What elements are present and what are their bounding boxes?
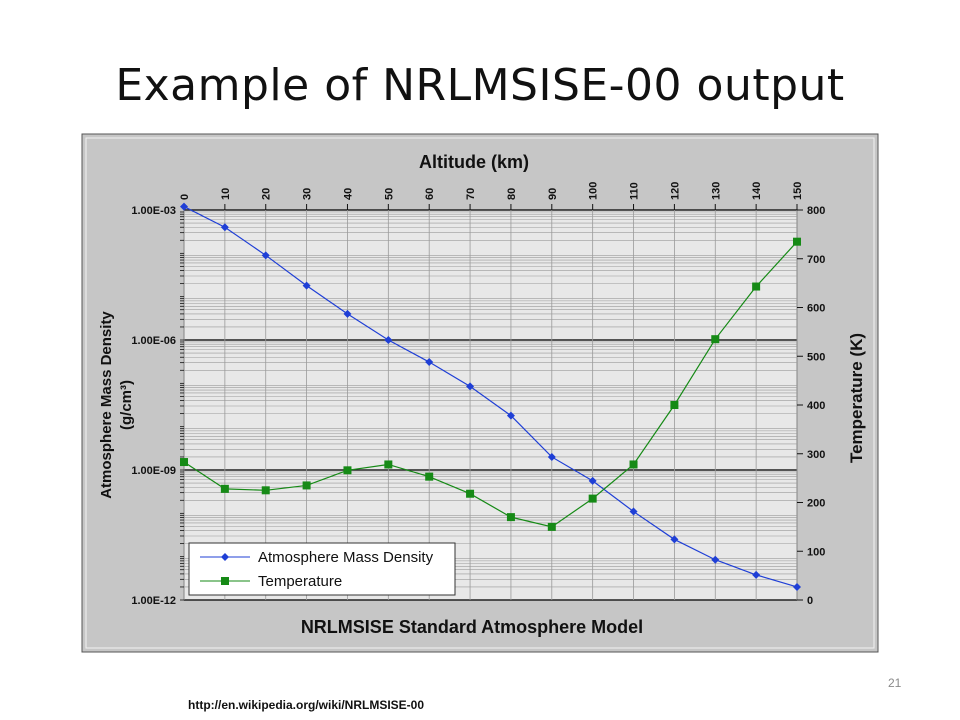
series [180,202,801,591]
temperature-point [629,460,638,469]
axes: 1.00E-03 1.00E-06 1.00E-09 1.00E-12 0 10 20 30 4… [131,182,825,607]
density-point [261,251,270,260]
x-tick-label: 30 [302,188,314,200]
y-left-tick-label: 1.00E-12 [131,595,176,607]
source-url: http://en.wikipedia.org/wiki/NRLMSISE-00 [188,698,425,712]
density-point [180,202,188,211]
legend: Atmosphere Mass Density Temperature [188,542,456,596]
y-right-tick-label: 300 [807,449,825,461]
density-point [343,309,352,318]
temperature-point [670,401,679,409]
temperature-point [711,335,720,344]
density-line [183,206,798,588]
density-point [793,582,801,591]
density-point [220,223,229,232]
x-tick-label: 0 [179,194,191,200]
legend-temperature-marker [221,577,229,585]
x-tick-label: 70 [465,188,477,200]
x-tick-label: 40 [342,188,354,200]
temperature-point [752,282,761,291]
density-point [425,358,434,367]
x-tick-label: 50 [383,188,395,200]
temperature-point [261,486,270,495]
legend-box [188,542,456,596]
y-right-title: Temperature (K) [847,333,866,463]
x-tick-label: 130 [710,182,722,200]
density-point [588,476,597,485]
temperature-point [180,458,188,467]
x-tick-label: 90 [547,188,559,200]
y-right-tick-label: 0 [807,595,813,607]
x-tick-label: 120 [669,182,681,200]
x-tick-label: 60 [424,188,436,200]
density-point [506,411,515,420]
y-right-tick-label: 100 [807,546,825,558]
slide-title: Example of NRLMSISE-00 output [115,60,845,111]
chart-title: NRLMSISE Standard Atmosphere Model [301,617,643,637]
y-right-tick-label: 500 [807,351,825,363]
y-left-tick-label: 1.00E-09 [131,465,176,477]
x-tick-label: 10 [220,188,232,200]
density-point [547,452,556,461]
density-point [752,570,761,579]
plot-area [183,209,798,601]
y-left-title-line2: (g/cm³) [118,380,135,430]
x-tick-label: 20 [261,188,273,200]
temperature-point [466,489,475,498]
density-point [302,281,311,290]
temperature-point [425,472,434,481]
density-point [711,555,720,564]
x-tick-label: 140 [751,182,763,200]
temperature-point [384,460,393,469]
temperature-point [506,513,515,522]
temperature-point [793,237,801,246]
temperature-point [588,494,597,503]
density-point [384,336,393,344]
x-axis-title: Altitude (km) [419,152,529,172]
x-tick-label: 80 [506,188,518,200]
y-right-tick-label: 600 [807,303,825,315]
temperature-point [302,481,311,490]
legend-temperature-label: Temperature [258,573,342,590]
x-tick-label: 100 [588,182,600,200]
y-right-tick-label: 400 [807,400,825,412]
slide-number: 21 [888,676,902,690]
x-tick-label: 150 [792,182,804,200]
chart-frame-inner [85,137,875,649]
temperature-point [547,522,556,531]
legend-density-label: Atmosphere Mass Density [258,549,434,566]
temperature-point [343,466,352,475]
density-point [629,507,638,516]
y-left-tick-label: 1.00E-03 [131,205,176,217]
y-right-tick-label: 700 [807,254,825,266]
y-left-title-line1: Atmosphere Mass Density [98,311,115,499]
temperature-point [220,484,229,493]
density-point [466,382,475,391]
y-right-tick-label: 200 [807,498,825,510]
grid [183,209,798,601]
legend-density-marker [221,553,229,561]
temperature-line [183,241,798,528]
density-point [670,535,679,544]
y-right-tick-label: 800 [807,205,825,217]
x-tick-label: 110 [629,182,641,200]
y-left-tick-label: 1.00E-06 [131,335,176,347]
